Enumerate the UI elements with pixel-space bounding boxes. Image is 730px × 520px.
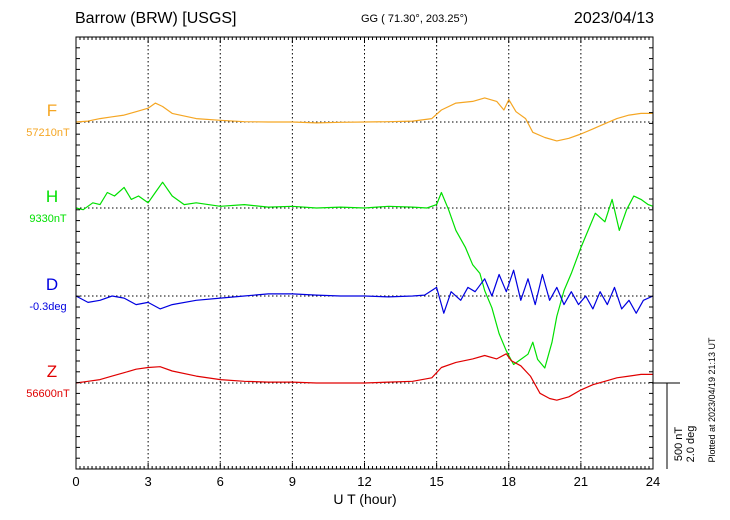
series-line-Z — [75, 353, 653, 401]
series-line-F — [75, 97, 653, 142]
grid-lines — [147, 37, 582, 469]
axis-ticks — [75, 36, 654, 469]
series-line-H — [75, 181, 654, 369]
x-tick-label-24: 24 — [646, 474, 660, 489]
x-tick-label-21: 21 — [574, 474, 588, 489]
series-labels: F 57210nT H 9330nT D -0.3deg Z 56600nT — [26, 101, 70, 400]
series-baseline-F: 57210nT — [26, 127, 70, 139]
series-line-D — [75, 269, 654, 314]
x-tick-labels: 0 3 6 9 12 15 18 21 24 — [72, 474, 660, 489]
x-tick-label-18: 18 — [502, 474, 516, 489]
series-baseline-D: -0.3deg — [29, 301, 66, 313]
scale-nt-label: 500 nT — [673, 427, 685, 462]
scale-deg-label: 2.0 deg — [685, 426, 697, 463]
series-name-H: H — [46, 187, 58, 206]
x-tick-label-12: 12 — [357, 474, 371, 489]
series-baseline-H: 9330nT — [29, 213, 67, 225]
series-name-D: D — [46, 275, 58, 294]
series-name-Z: Z — [47, 362, 57, 381]
station-title: Barrow (BRW) [USGS] — [75, 10, 237, 27]
x-tick-label-3: 3 — [145, 474, 152, 489]
plotted-timestamp: Plotted at 2023/04/19 21:13 UT — [707, 337, 717, 463]
series-baseline-Z: 56600nT — [26, 388, 70, 400]
x-tick-label-15: 15 — [429, 474, 443, 489]
series-lines — [75, 97, 654, 401]
x-tick-label-6: 6 — [217, 474, 224, 489]
plot-date: 2023/04/13 — [573, 10, 654, 27]
x-tick-label-9: 9 — [289, 474, 296, 489]
x-axis-title: U T (hour) — [333, 491, 396, 507]
x-tick-label-0: 0 — [72, 474, 79, 489]
station-coordinates: GG ( 71.30°, 203.25°) — [361, 13, 468, 25]
scale-bar: 500 nT 2.0 deg — [653, 382, 697, 469]
series-name-F: F — [47, 101, 57, 120]
